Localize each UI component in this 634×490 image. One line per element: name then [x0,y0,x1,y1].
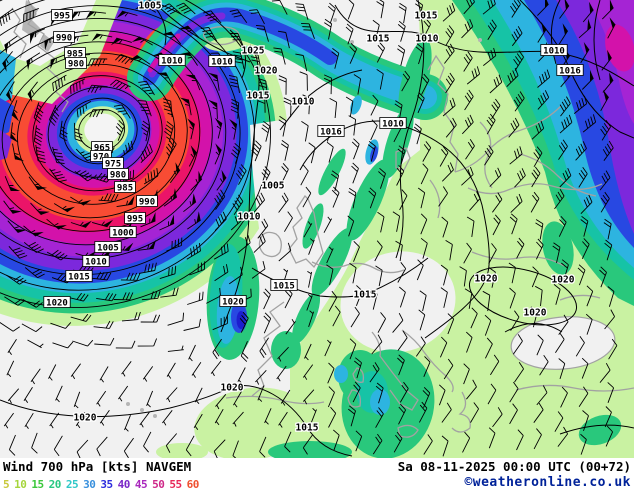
legend-value-30: 30 [83,477,96,490]
map-datetime: Sa 08-11-2025 00:00 UTC (00+72) [397,458,631,474]
contour-label: 1010 [416,34,439,45]
footer: Wind 700 hPa [kts] NAVGEM Sa 08-11-2025 … [0,458,634,490]
contour-label-boxed: 1010 [161,57,183,67]
contour-label: 1015 [367,34,390,45]
contour-label: 1005 [262,181,285,192]
contour-label-boxed: 990 [56,34,72,44]
contour-label: 1015 [354,290,377,301]
legend-value-15: 15 [31,477,44,490]
contour-label-boxed: 995 [127,215,143,225]
wind-barbs [0,0,618,458]
contour-label-boxed: 985 [67,50,83,60]
contour-label: 1015 [415,11,438,22]
legend-value-10: 10 [14,477,27,490]
legend-value-55: 55 [169,477,182,490]
legend-value-60: 60 [186,477,200,490]
contour-label-boxed: 990 [139,198,155,208]
contour-label-boxed: 970 [93,153,109,163]
contour-label-boxed: 1016 [320,128,342,138]
contour-label-boxed: 1010 [85,258,107,268]
contour-label: 1025 [242,46,265,57]
contour-label-boxed: 965 [94,144,110,154]
contour-label: 1020 [524,308,547,319]
legend-value-45: 45 [134,477,148,490]
contour-label-boxed: 985 [117,184,133,194]
contour-label: 1020 [475,274,498,285]
contour-label: 1020 [221,383,244,394]
contour-label-boxed: 1016 [559,67,581,77]
legend-value-50: 50 [152,477,165,490]
contour-label-boxed: 1010 [543,47,565,57]
legend-value-5: 5 [3,477,10,490]
contour-label-boxed: 1015 [273,282,295,292]
contour-label-boxed: 1010 [211,58,233,68]
map-title: Wind 700 hPa [kts] NAVGEM [3,458,192,474]
legend-value-25: 25 [65,477,79,490]
legend-value-40: 40 [117,477,131,490]
contour-label: 1020 [74,413,97,424]
contour-label: 1015 [296,423,319,434]
contour-label: 1015 [247,91,270,102]
legend-value-20: 20 [48,477,62,490]
contour-label: 1010 [238,212,261,223]
weather-map: 1005 1025 1020 1015 1015 1010 1015 1010 1005 1010… [0,0,634,458]
legend-value-35: 35 [100,477,113,490]
contour-label: 1010 [292,97,315,108]
contour-label-boxed: 1000 [112,229,134,239]
contour-label: 1020 [552,275,575,286]
wind-speed-legend: 5 10 15 20 25 30 35 40 45 50 55 60 [3,473,204,490]
coastlines [11,0,634,438]
contour-label-boxed: 1015 [68,273,90,283]
contour-label-boxed: 975 [105,160,121,170]
contour-label-boxed: 980 [68,60,84,70]
contour-label-boxed: 995 [54,12,70,22]
contour-label-boxed: 980 [110,171,126,181]
contour-label-boxed: 1020 [46,299,68,309]
contour-label: 1005 [139,1,162,12]
contour-label-boxed: 1010 [382,120,404,130]
copyright[interactable]: ©weatheronline.co.uk [464,474,631,490]
contour-label-boxed: 1005 [97,244,119,254]
contour-labels: 1005 1025 1020 1015 1015 1010 1015 1010 1005 1010… [43,0,584,435]
contour-label-boxed: 1020 [222,298,244,308]
contour-label: 1020 [255,66,278,77]
